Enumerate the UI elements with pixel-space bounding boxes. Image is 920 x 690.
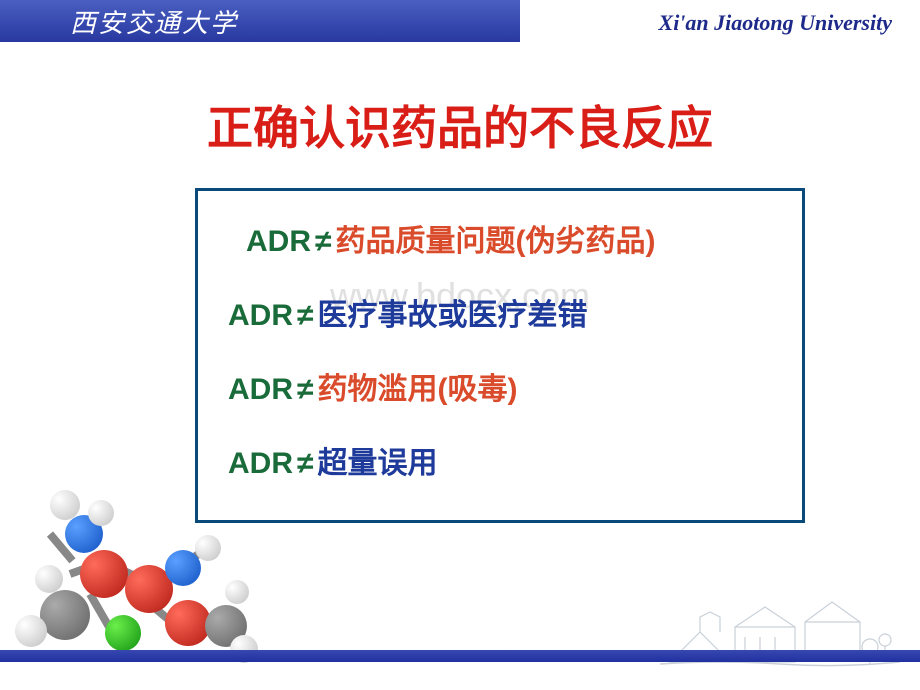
neq-symbol: ≠ [297,447,313,480]
molecule-decoration [10,450,240,670]
content-line-3: ADR≠药物滥用(吸毒) [228,364,782,408]
content-box: ADR≠药品质量问题(伪劣药品) ADR≠医疗事故或医疗差错 ADR≠药物滥用(… [195,188,805,523]
neq-symbol: ≠ [297,373,313,406]
content-line-1: ADR≠药品质量问题(伪劣药品) [246,216,782,260]
line-text: 超量误用 [317,447,437,480]
university-name-cn: 西安交通大学 [70,3,238,40]
university-name-en: Xi'an Jiaotong University [651,8,900,38]
line-text: 药品质量问题(伪劣药品) [335,225,655,258]
content-line-4: ADR≠超量误用 [228,438,782,482]
adr-label: ADR [228,373,293,406]
adr-label: ADR [246,225,311,258]
slide-title: 正确认识药品的不良反应 [0,92,920,158]
footer-bar [0,650,920,662]
adr-label: ADR [228,299,293,332]
slide-header: 西安交通大学 Xi'an Jiaotong University [0,0,920,42]
line-text: 医疗事故或医疗差错 [317,299,587,332]
line-text: 药物滥用(吸毒) [317,373,517,406]
neq-symbol: ≠ [297,299,313,332]
neq-symbol: ≠ [315,225,331,258]
content-line-2: ADR≠医疗事故或医疗差错 [228,290,782,334]
